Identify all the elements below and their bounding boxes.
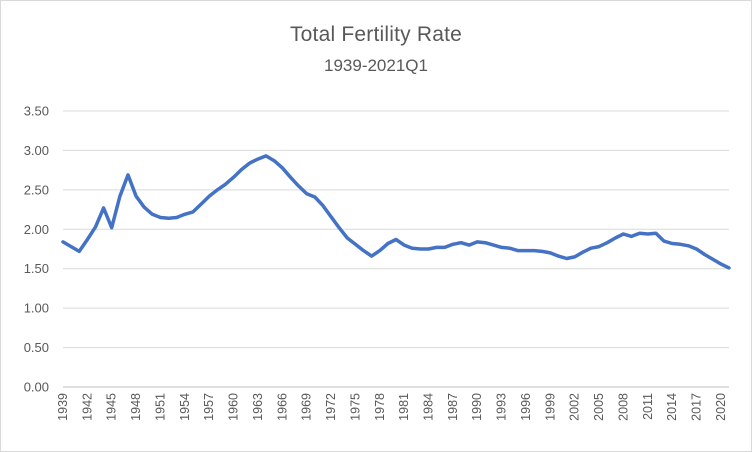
y-tick-label: 3.50	[24, 104, 49, 119]
y-tick-label: 1.00	[24, 301, 49, 316]
y-tick-label: 0.50	[24, 340, 49, 355]
x-tick-label: 1981	[397, 393, 411, 421]
x-tick-label: 2011	[641, 393, 655, 420]
x-tick-label: 1942	[80, 393, 94, 421]
x-tick-label: 1939	[56, 393, 70, 421]
y-tick-label: 2.50	[24, 182, 49, 197]
y-tick-label: 1.50	[24, 261, 49, 276]
x-tick-label: 1975	[348, 393, 362, 421]
x-tick-label: 1945	[105, 393, 119, 421]
y-tick-label: 3.00	[24, 143, 49, 158]
chart-title: Total Fertility Rate	[289, 23, 463, 46]
x-axis-labels-group: 1939 1942 1945 1948 1951 1954 1957 1960 1963 1966…	[56, 393, 728, 421]
x-tick-label: 1972	[324, 393, 338, 421]
x-tick-label: 1987	[446, 393, 460, 421]
x-tick-label: 1957	[202, 393, 216, 421]
series-group	[61, 154, 731, 270]
x-tick-label: 2017	[690, 393, 704, 421]
x-tick-label: 1996	[519, 393, 533, 421]
x-tick-label: 1948	[129, 393, 143, 421]
x-tick-label: 1966	[275, 393, 289, 421]
x-tick-label: 2014	[665, 393, 679, 421]
x-tick-label: 2002	[568, 393, 582, 421]
x-tick-label: 1978	[373, 393, 387, 421]
x-tick-label: 1963	[251, 393, 265, 421]
gridlines-group	[63, 110, 729, 388]
x-tick-label: 1969	[300, 393, 314, 421]
x-tick-label: 1984	[421, 393, 435, 421]
y-tick-label: 2.00	[24, 222, 49, 237]
y-tick-label: 0.00	[24, 380, 49, 395]
chart-subtitle: 1939-2021Q1	[324, 56, 428, 75]
x-tick-label: 1999	[543, 393, 557, 421]
x-tick-label: 2020	[714, 393, 728, 421]
x-tick-label: 2008	[616, 393, 630, 421]
x-tick-label: 1993	[495, 393, 509, 421]
y-axis-labels-group: 0.00 0.50 1.00 1.50 2.00 2.50 3.00 3.50	[24, 104, 49, 395]
x-tick-label: 1960	[227, 393, 241, 421]
x-tick-label: 1990	[470, 393, 484, 421]
tfr-series-line	[61, 154, 731, 270]
x-tick-label: 2005	[592, 393, 606, 421]
x-tick-label: 1954	[178, 393, 192, 421]
x-tick-label: 1951	[153, 393, 167, 421]
